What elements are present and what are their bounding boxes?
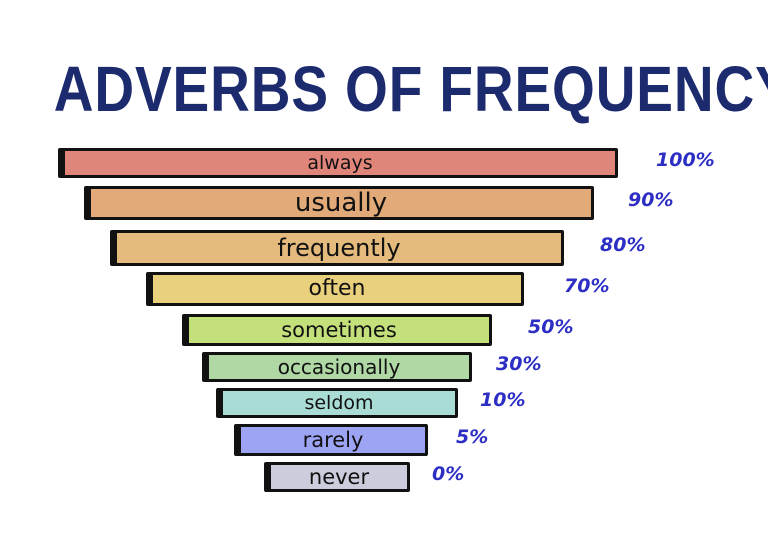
bar-label: often bbox=[308, 276, 366, 301]
bar-label: frequently bbox=[277, 234, 401, 262]
bar-rarely: rarely bbox=[234, 424, 428, 456]
bar-label: rarely bbox=[302, 427, 364, 452]
bar-never: never bbox=[264, 462, 410, 492]
percent-label: 100% bbox=[656, 149, 715, 171]
bar-label: never bbox=[308, 464, 370, 489]
percent-label: 70% bbox=[564, 275, 610, 297]
bar-occasionally: occasionally bbox=[202, 352, 472, 382]
percent-label: 0% bbox=[432, 463, 465, 485]
percent-label: 30% bbox=[496, 353, 542, 375]
bar-label: usually bbox=[294, 188, 388, 218]
page-title: ADVERBS OF FREQUENCY bbox=[53, 53, 768, 125]
percent-label: 10% bbox=[480, 389, 526, 411]
bar-label: always bbox=[307, 151, 373, 174]
bar-frequently: frequently bbox=[110, 230, 564, 266]
bar-label: seldom bbox=[304, 391, 374, 414]
bar-sometimes: sometimes bbox=[182, 314, 492, 346]
percent-label: 90% bbox=[628, 189, 674, 211]
bar-seldom: seldom bbox=[216, 388, 458, 418]
bar-label: occasionally bbox=[277, 355, 401, 379]
bar-label: sometimes bbox=[281, 317, 397, 342]
bar-often: often bbox=[146, 272, 524, 306]
percent-label: 50% bbox=[528, 316, 574, 338]
percent-label: 80% bbox=[600, 234, 646, 256]
percent-label: 5% bbox=[456, 426, 489, 448]
bar-always: always bbox=[58, 148, 618, 178]
bar-usually: usually bbox=[84, 186, 594, 220]
